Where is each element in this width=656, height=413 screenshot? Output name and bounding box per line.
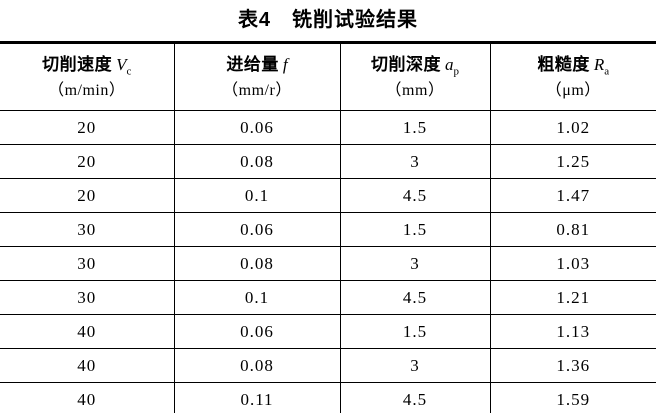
header-unit: （m/min） bbox=[48, 81, 126, 99]
cell-cutting-depth: 4.5 bbox=[340, 382, 491, 413]
header-unit: （mm） bbox=[385, 81, 445, 99]
cell-cutting-depth: 4.5 bbox=[340, 280, 491, 315]
table-row: 40 0.11 4.5 1.59 bbox=[0, 382, 656, 413]
variable-subscript: p bbox=[453, 65, 460, 78]
cell-roughness: 1.13 bbox=[490, 314, 656, 349]
variable-symbol: R bbox=[593, 54, 605, 74]
table-row: 20 0.08 3 1.25 bbox=[0, 144, 656, 179]
header-unit: （mm/r） bbox=[222, 81, 292, 99]
cell-roughness: 1.25 bbox=[490, 144, 656, 179]
cell-cutting-depth: 3 bbox=[340, 246, 491, 281]
cell-cutting-depth: 3 bbox=[340, 144, 491, 179]
cell-feed-rate: 0.08 bbox=[174, 246, 341, 281]
cell-roughness: 1.47 bbox=[490, 178, 656, 213]
variable-symbol: V bbox=[116, 54, 127, 74]
cell-cutting-speed: 40 bbox=[0, 382, 175, 413]
cell-roughness: 0.81 bbox=[490, 212, 656, 247]
cell-cutting-speed: 40 bbox=[0, 314, 175, 349]
milling-results-table: 切削速度 Vc （m/min） 进给量 f （mm/r） 切削深度 ap （mm） 粗… bbox=[0, 41, 656, 413]
cell-cutting-depth: 4.5 bbox=[340, 178, 491, 213]
header-label: 粗糙度 Ra bbox=[537, 54, 610, 78]
cell-feed-rate: 0.08 bbox=[174, 144, 341, 179]
cell-cutting-speed: 20 bbox=[0, 144, 175, 179]
column-header-roughness: 粗糙度 Ra （μm） bbox=[490, 42, 656, 111]
column-header-cutting-speed: 切削速度 Vc （m/min） bbox=[0, 42, 175, 111]
cell-roughness: 1.21 bbox=[490, 280, 656, 315]
table-row: 20 0.06 1.5 1.02 bbox=[0, 110, 656, 145]
header-label: 切削速度 Vc bbox=[42, 54, 132, 78]
variable-symbol: a bbox=[445, 54, 454, 74]
cell-cutting-speed: 20 bbox=[0, 110, 175, 145]
cell-feed-rate: 0.06 bbox=[174, 314, 341, 349]
table-caption: 表4 铣削试验结果 bbox=[237, 9, 419, 31]
cell-roughness: 1.03 bbox=[490, 246, 656, 281]
table-row: 30 0.1 4.5 1.21 bbox=[0, 280, 656, 315]
cell-cutting-speed: 30 bbox=[0, 246, 175, 281]
column-header-cutting-depth: 切削深度 ap （mm） bbox=[340, 42, 491, 111]
cell-roughness: 1.59 bbox=[556, 389, 591, 409]
cell-feed-rate: 0.1 bbox=[174, 178, 341, 213]
cell-cutting-speed: 30 bbox=[0, 280, 175, 315]
header-unit: （μm） bbox=[545, 81, 601, 99]
cell-cutting-depth: 1.5 bbox=[340, 314, 491, 349]
table-header: 切削速度 Vc （m/min） 进给量 f （mm/r） 切削深度 ap （mm） 粗… bbox=[0, 42, 656, 111]
header-row: 切削速度 Vc （m/min） 进给量 f （mm/r） 切削深度 ap （mm） 粗… bbox=[0, 42, 656, 111]
table-row: 30 0.06 1.5 0.81 bbox=[0, 212, 656, 247]
table-row: 30 0.08 3 1.03 bbox=[0, 246, 656, 281]
table-row: 40 0.06 1.5 1.13 bbox=[0, 314, 656, 349]
table-row: 20 0.1 4.5 1.47 bbox=[0, 178, 656, 213]
cell-feed-rate: 0.06 bbox=[174, 212, 341, 247]
cell-feed-rate: 0.06 bbox=[174, 110, 341, 145]
cell-feed-rate: 0.08 bbox=[174, 348, 341, 383]
cell-cutting-speed: 20 bbox=[0, 178, 175, 213]
column-header-feed-rate: 进给量 f （mm/r） bbox=[174, 42, 341, 111]
cell-roughness: 1.36 bbox=[490, 348, 656, 383]
table-body: 20 0.06 1.5 1.02 20 0.08 3 1.25 20 0.1 4… bbox=[0, 110, 656, 413]
cell-cutting-depth: 1.5 bbox=[340, 110, 491, 145]
cell-cutting-depth: 1.5 bbox=[340, 212, 491, 247]
table-row: 40 0.08 3 1.36 bbox=[0, 348, 656, 383]
header-label: 切削深度 ap bbox=[371, 54, 460, 78]
variable-symbol: f bbox=[282, 54, 288, 74]
header-label: 进给量 f bbox=[226, 54, 288, 74]
cell-feed-rate: 0.1 bbox=[174, 280, 341, 315]
variable-subscript: c bbox=[126, 65, 132, 78]
variable-subscript: a bbox=[604, 65, 610, 78]
cell-cutting-depth: 3 bbox=[340, 348, 491, 383]
cell-cutting-speed: 40 bbox=[0, 348, 175, 383]
cell-feed-rate: 0.11 bbox=[174, 382, 341, 413]
cell-cutting-speed: 30 bbox=[0, 212, 175, 247]
cell-roughness: 1.02 bbox=[490, 110, 656, 145]
